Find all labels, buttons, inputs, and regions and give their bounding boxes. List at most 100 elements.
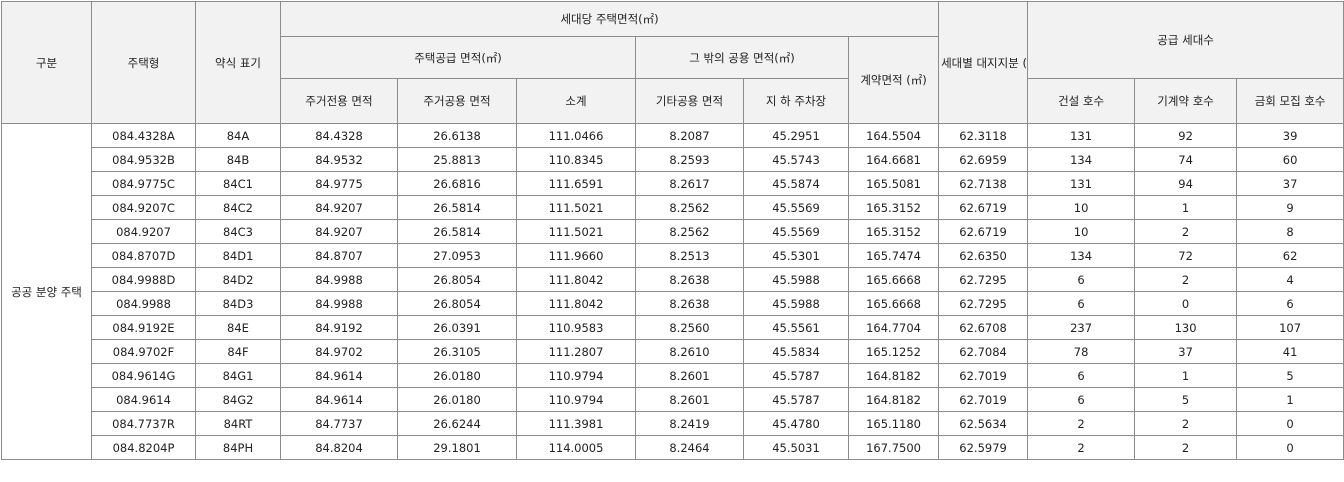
cell-abbr: 84C2 bbox=[195, 195, 281, 220]
cell-abbr: 84B bbox=[195, 147, 281, 172]
cell-subtotal: 111.8042 bbox=[516, 267, 636, 292]
cell-housing-type: 084.9988 bbox=[91, 291, 196, 316]
cell-other-common: 8.2601 bbox=[635, 387, 744, 412]
cell-this-round: 4 bbox=[1236, 267, 1344, 292]
cell-contract-area: 165.6668 bbox=[847, 267, 940, 292]
table-row: 공공 분양 주택 084.4328A 84A 84.4328 26.6138 1… bbox=[1, 123, 1344, 460]
cell-this-round: 62 bbox=[1236, 243, 1344, 268]
cell-this-round: 0 bbox=[1236, 411, 1344, 436]
table-row: 084.9988D 84D2 84.9988 26.8054 111.8042 8.263… bbox=[2, 267, 1344, 292]
cell-land-share: 62.7295 bbox=[938, 267, 1029, 292]
cell-housing-type: 084.9988D bbox=[91, 267, 196, 292]
table-row: 084.9192E 84E 84.9192 26.0391 110.9583 8.2560… bbox=[2, 315, 1344, 340]
cell-built: 131 bbox=[1027, 123, 1136, 148]
cell-other-common: 8.2601 bbox=[635, 363, 744, 388]
cell-common: 26.0391 bbox=[397, 315, 517, 340]
cell-built: 2 bbox=[1027, 411, 1136, 436]
cell-abbr: 84C3 bbox=[195, 219, 281, 244]
cell-pre-contracted: 92 bbox=[1134, 123, 1238, 148]
cell-other-common: 8.2562 bbox=[635, 219, 744, 244]
cell-pre-contracted: 5 bbox=[1134, 387, 1238, 412]
cell-built: 6 bbox=[1027, 387, 1136, 412]
cell-abbr: 84F bbox=[195, 339, 281, 364]
cell-land-share: 62.7084 bbox=[938, 339, 1029, 364]
cell-land-share: 62.5634 bbox=[938, 411, 1029, 436]
cell-exclusive: 84.9614 bbox=[280, 363, 398, 388]
cell-parking: 45.4780 bbox=[743, 411, 849, 436]
cell-common: 27.0953 bbox=[397, 243, 517, 268]
cell-parking: 45.5874 bbox=[743, 171, 849, 196]
cell-abbr: 84C1 bbox=[195, 171, 281, 196]
cell-exclusive: 84.9988 bbox=[280, 267, 398, 292]
cell-abbr: 84D3 bbox=[195, 291, 281, 316]
cell-common: 26.5814 bbox=[397, 219, 517, 244]
cell-contract-area: 165.6668 bbox=[847, 291, 940, 316]
table-header: 구분 주택형 약식 표기 세대당 주택면적(㎡) 세대별 대지지분 (㎡) 공급… bbox=[1, 1, 1344, 124]
cell-abbr: 84D2 bbox=[195, 267, 281, 292]
cell-exclusive: 84.8204 bbox=[280, 435, 398, 460]
table-row: 084.9614G 84G1 84.9614 26.0180 110.9794 8.260… bbox=[2, 363, 1344, 388]
cell-other-common: 8.2593 bbox=[635, 147, 744, 172]
table-row: 084.9614 84G2 84.9614 26.0180 110.9794 8.2601… bbox=[2, 387, 1344, 412]
cell-land-share: 62.6350 bbox=[938, 243, 1029, 268]
cell-common: 26.8054 bbox=[397, 267, 517, 292]
cell-parking: 45.5743 bbox=[743, 147, 849, 172]
cell-this-round: 0 bbox=[1236, 435, 1344, 460]
cell-subtotal: 110.8345 bbox=[516, 147, 636, 172]
header-subtotal: 소계 bbox=[516, 78, 636, 124]
cell-common: 26.8054 bbox=[397, 291, 517, 316]
cell-subtotal: 111.9660 bbox=[516, 243, 636, 268]
cell-built: 10 bbox=[1027, 195, 1136, 220]
cell-pre-contracted: 72 bbox=[1134, 243, 1238, 268]
cell-other-common: 8.2638 bbox=[635, 291, 744, 316]
cell-land-share: 62.5979 bbox=[938, 435, 1029, 460]
cell-housing-type: 084.9532B bbox=[91, 147, 196, 172]
cell-pre-contracted: 1 bbox=[1134, 363, 1238, 388]
cell-land-share: 62.6708 bbox=[938, 315, 1029, 340]
cell-exclusive: 84.7737 bbox=[280, 411, 398, 436]
cell-other-common: 8.2638 bbox=[635, 267, 744, 292]
table-row: 084.9207C 84C2 84.9207 26.5814 111.5021 8.256… bbox=[2, 195, 1344, 220]
cell-land-share: 62.7138 bbox=[938, 171, 1029, 196]
cell-housing-type: 084.9192E bbox=[91, 315, 196, 340]
cell-housing-type: 084.8707D bbox=[91, 243, 196, 268]
cell-land-share: 62.7019 bbox=[938, 363, 1029, 388]
cell-this-round: 9 bbox=[1236, 195, 1344, 220]
header-abbr: 약식 표기 bbox=[195, 1, 281, 124]
cell-pre-contracted: 2 bbox=[1134, 267, 1238, 292]
cell-other-common: 8.2419 bbox=[635, 411, 744, 436]
cell-subtotal: 110.9794 bbox=[516, 387, 636, 412]
cell-subtotal: 111.8042 bbox=[516, 291, 636, 316]
cell-exclusive: 84.9207 bbox=[280, 195, 398, 220]
cell-other-common: 8.2562 bbox=[635, 195, 744, 220]
cell-built: 134 bbox=[1027, 243, 1136, 268]
cell-contract-area: 165.1180 bbox=[847, 411, 940, 436]
cell-common: 26.0180 bbox=[397, 363, 517, 388]
cell-this-round: 8 bbox=[1236, 219, 1344, 244]
cell-built: 78 bbox=[1027, 339, 1136, 364]
cell-common: 29.1801 bbox=[397, 435, 517, 460]
cell-other-common: 8.2617 bbox=[635, 171, 744, 196]
cell-common: 26.6244 bbox=[397, 411, 517, 436]
header-common: 주거공용 면적 bbox=[397, 78, 517, 124]
cell-this-round: 1 bbox=[1236, 387, 1344, 412]
supply-table: 구분 주택형 약식 표기 세대당 주택면적(㎡) 세대별 대지지분 (㎡) 공급… bbox=[1, 1, 1344, 460]
cell-this-round: 107 bbox=[1236, 315, 1344, 340]
cell-subtotal: 111.3981 bbox=[516, 411, 636, 436]
table-row: 084.9702F 84F 84.9702 26.3105 111.2807 8.2610… bbox=[2, 339, 1344, 364]
cell-housing-type: 084.9614 bbox=[91, 387, 196, 412]
cell-this-round: 6 bbox=[1236, 291, 1344, 316]
cell-contract-area: 165.3152 bbox=[847, 219, 940, 244]
cell-exclusive: 84.4328 bbox=[280, 123, 398, 148]
cell-parking: 45.5569 bbox=[743, 195, 849, 220]
cell-subtotal: 111.2807 bbox=[516, 339, 636, 364]
cell-built: 10 bbox=[1027, 219, 1136, 244]
cell-built: 2 bbox=[1027, 435, 1136, 460]
header-this-round: 금회 모집 호수 bbox=[1236, 78, 1344, 124]
cell-contract-area: 165.5081 bbox=[847, 171, 940, 196]
cell-housing-type: 084.7737R bbox=[91, 411, 196, 436]
cell-parking: 45.2951 bbox=[743, 123, 849, 148]
cell-this-round: 41 bbox=[1236, 339, 1344, 364]
cell-exclusive: 84.9192 bbox=[280, 315, 398, 340]
table-row: 084.9988 84D3 84.9988 26.8054 111.8042 8.2638… bbox=[2, 291, 1344, 316]
